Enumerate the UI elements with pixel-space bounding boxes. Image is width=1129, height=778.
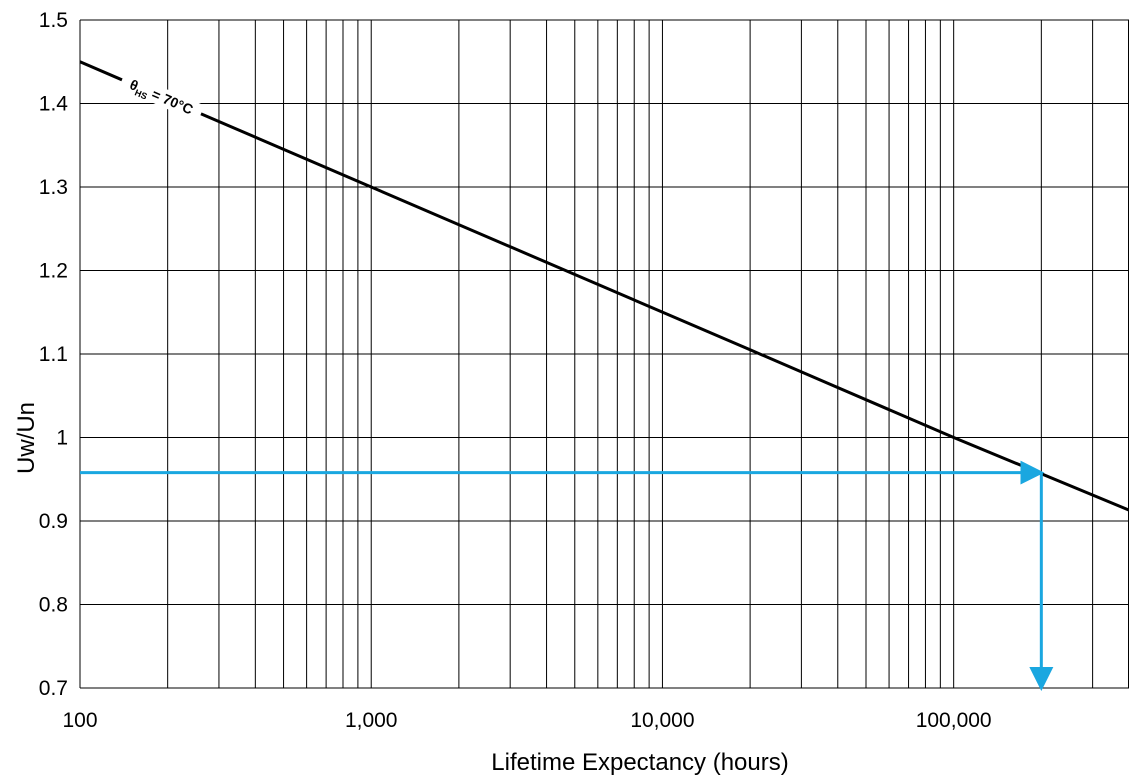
y-tick-label: 1.5 <box>39 9 68 32</box>
y-tick-label: 1.2 <box>39 260 68 283</box>
y-tick-label: 1 <box>56 427 68 450</box>
series-label-text: θHS = 70°C <box>126 76 195 120</box>
y-tick-label: 1.4 <box>39 93 69 116</box>
y-tick-label: 0.8 <box>39 594 68 617</box>
x-axis-label: Lifetime Expectancy (hours) <box>491 749 788 776</box>
y-tick-label: 0.7 <box>39 677 68 700</box>
x-tick-label: 10,000 <box>630 709 694 732</box>
y-tick-label: 1.3 <box>39 176 68 199</box>
x-tick-label: 1,000 <box>345 709 398 732</box>
x-tick-label: 100,000 <box>916 709 992 732</box>
label-layer: θHS = 70°C <box>118 71 205 123</box>
y-axis-label: Uw/Un <box>13 402 40 474</box>
annotation-layer <box>80 460 1054 691</box>
series-label-value: = 70°C <box>146 84 196 117</box>
grid <box>79 19 1129 689</box>
series-line <box>79 60 1129 512</box>
y-tick-label: 1.1 <box>39 343 68 366</box>
x-tick-label: 100 <box>62 709 97 732</box>
series-layer <box>79 60 1129 512</box>
series-label-background <box>118 71 205 123</box>
y-tick-label: 0.9 <box>39 510 68 533</box>
series-label-subscript: HS <box>133 87 148 101</box>
series-label: θHS = 70°C <box>118 71 205 123</box>
tick-labels: 0.7 0.8 0.9 1 1.1 1.2 1.3 1.4 1.5 100 1,000 10,000 1… <box>39 9 992 732</box>
